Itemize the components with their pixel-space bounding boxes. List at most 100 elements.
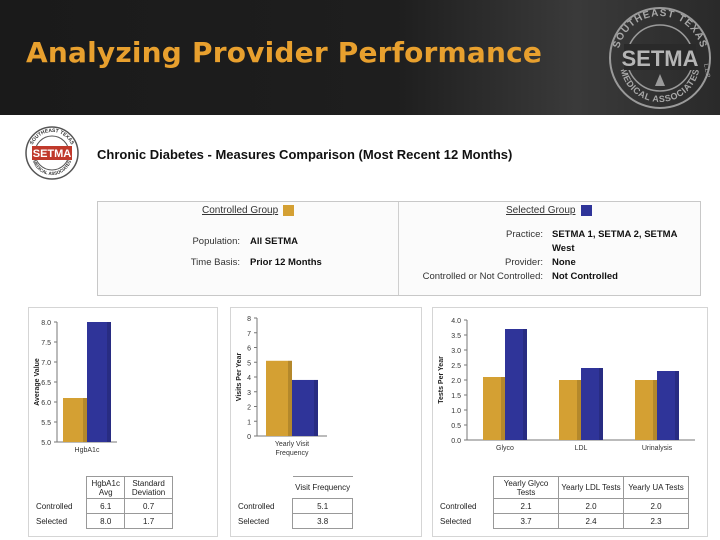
setma-logo-icon: SOUTHEAST TEXAS MEDICAL ASSOCIATES SETMA… bbox=[609, 7, 711, 109]
filter-divider bbox=[398, 202, 399, 295]
y-tick-label: 0 bbox=[247, 434, 251, 441]
bar-controlled-urinalysis bbox=[635, 380, 657, 440]
timebasis-value: Prior 12 Months bbox=[250, 257, 322, 268]
hgba1c-chart: 5.0 5.5 6.0 6.5 7.0 7.5 8.0 Average Value HgbA1c bbox=[34, 320, 117, 454]
t1-header-2: Standard Deviation bbox=[124, 476, 173, 499]
chart-panel-hgba1c: 5.0 5.5 6.0 6.5 7.0 7.5 8.0 Average Value HgbA1c… bbox=[28, 307, 218, 537]
y-tick-label: 2.5 bbox=[451, 363, 461, 370]
legend-controlled-label: Controlled Group bbox=[202, 205, 279, 216]
page-title: Analyzing Provider Performance bbox=[26, 36, 543, 69]
y-tick-label: 2.0 bbox=[451, 378, 461, 385]
cnc-value: Not Controlled bbox=[552, 271, 618, 282]
x-category-label: Glyco bbox=[496, 445, 514, 452]
y-tick-label: 3.5 bbox=[451, 333, 461, 340]
legend-controlled: Controlled Group bbox=[202, 205, 295, 216]
y-tick-label: 4.0 bbox=[451, 318, 461, 325]
x-category-label: Yearly Visit bbox=[275, 441, 309, 448]
table-row: Selected 3.8 bbox=[235, 513, 353, 529]
y-tick-label: 0.0 bbox=[451, 438, 461, 445]
bar-shade bbox=[577, 380, 581, 440]
y-tick-label: 1.5 bbox=[451, 393, 461, 400]
t1-header-1: HgbA1c Avg bbox=[86, 476, 126, 499]
legend-selected: Selected Group bbox=[506, 205, 592, 216]
bar-controlled-ldl bbox=[559, 380, 581, 440]
y-axis-label: Average Value bbox=[34, 358, 41, 406]
y-tick-label: 1.0 bbox=[451, 408, 461, 415]
y-tick-label: 4 bbox=[247, 375, 251, 382]
y-tick-label: 1 bbox=[247, 419, 251, 426]
svg-text:SOUTHEAST TEXAS: SOUTHEAST TEXAS bbox=[611, 8, 708, 50]
bar-selected-urinalysis bbox=[657, 371, 679, 440]
bar-shade bbox=[599, 368, 603, 440]
setma-small-logo-icon: SOUTHEAST TEXAS MEDICAL ASSOCIATES SETMA bbox=[25, 126, 79, 180]
visits-stats-table: Visit Frequency Controlled 5.1 Selected … bbox=[235, 476, 353, 529]
bar-controlled-yearly-visit-frequency bbox=[266, 360, 292, 436]
bar-selected-ldl bbox=[581, 368, 603, 440]
t3-header-1: Yearly Glyco Tests bbox=[493, 476, 560, 499]
table-row: Selected 8.0 1.7 bbox=[33, 513, 173, 529]
population-value: All SETMA bbox=[250, 236, 299, 247]
t3-header-3: Yearly UA Tests bbox=[623, 476, 689, 499]
x-category-label: LDL bbox=[575, 445, 588, 452]
y-tick-label: 2 bbox=[247, 405, 251, 412]
y-tick-label: 5.0 bbox=[41, 440, 51, 447]
y-tick-label: 8.0 bbox=[41, 320, 51, 327]
practice-value-1: SETMA 1, SETMA 2, SETMA bbox=[552, 229, 678, 240]
y-tick-label: 0.5 bbox=[451, 423, 461, 430]
logo-top-text: SOUTHEAST TEXAS bbox=[611, 8, 707, 50]
practice-value-2: West bbox=[552, 243, 575, 254]
table-row: Controlled 5.1 bbox=[235, 498, 353, 514]
controlled-swatch bbox=[283, 205, 295, 216]
table-row: Selected 3.7 2.4 2.3 bbox=[437, 513, 689, 529]
y-tick-label: 7 bbox=[247, 331, 251, 338]
x-category-label: HgbA1c bbox=[75, 447, 100, 454]
x-category-label: Urinalysis bbox=[642, 445, 673, 452]
bar-selected-glyco bbox=[505, 329, 527, 440]
bar-shade bbox=[653, 380, 657, 440]
y-tick-label: 5 bbox=[247, 360, 251, 367]
tests-stats-table: Yearly Glyco Tests Yearly LDL Tests Year… bbox=[437, 476, 689, 529]
bar-shade bbox=[501, 377, 505, 440]
table-row: Controlled 6.1 0.7 bbox=[33, 498, 173, 514]
visits-chart: 0 1 2 3 4 5 6 7 8 Visits Per Year Yearly Visit Freq… bbox=[236, 316, 327, 457]
bar-selected-hgba1c bbox=[87, 322, 111, 442]
y-axis-label: Tests Per Year bbox=[438, 356, 445, 404]
bar-shade bbox=[523, 329, 527, 440]
t3-header-2: Yearly LDL Tests bbox=[558, 476, 625, 499]
y-tick-label: 5.5 bbox=[41, 420, 51, 427]
y-tick-label: 6 bbox=[247, 346, 251, 353]
logo-mid-text: SETMA bbox=[622, 46, 699, 71]
selected-swatch bbox=[580, 205, 592, 216]
y-tick-label: 7.0 bbox=[41, 360, 51, 367]
y-tick-label: 8 bbox=[247, 316, 251, 323]
bar-shade bbox=[83, 398, 87, 442]
logo-suffix-text: L.L.P. bbox=[702, 63, 711, 79]
header-banner: Analyzing Provider Performance SOUTHEAST… bbox=[0, 0, 720, 115]
bar-shade bbox=[107, 322, 111, 442]
report-title: Chronic Diabetes - Measures Comparison (… bbox=[97, 147, 513, 162]
chart-panel-visits: 0 1 2 3 4 5 6 7 8 Visits Per Year Yearly Visit Freq… bbox=[230, 307, 422, 537]
bar-shade bbox=[675, 371, 679, 440]
y-axis-label: Visits Per Year bbox=[236, 353, 243, 402]
y-tick-label: 6.5 bbox=[41, 380, 51, 387]
population-label: Population: bbox=[192, 236, 240, 247]
t2-header-1: Visit Frequency bbox=[292, 476, 353, 499]
cnc-label: Controlled or Not Controlled: bbox=[422, 271, 543, 282]
timebasis-label: Time Basis: bbox=[190, 257, 240, 268]
provider-value: None bbox=[552, 257, 576, 268]
bar-controlled-glyco bbox=[483, 377, 505, 440]
filter-panel: Controlled Group Selected Group Populati… bbox=[97, 201, 701, 296]
tests-chart: 0.0 0.5 1.0 1.5 2.0 2.5 3.0 3.5 4.0 Tests Per Yea… bbox=[438, 318, 695, 452]
svg-text:SETMA: SETMA bbox=[33, 148, 72, 160]
table-row: Controlled 2.1 2.0 2.0 bbox=[437, 498, 689, 514]
chart-panel-tests: 0.0 0.5 1.0 1.5 2.0 2.5 3.0 3.5 4.0 Tests Per Yea… bbox=[432, 307, 708, 537]
practice-label: Practice: bbox=[506, 229, 543, 240]
bar-selected-yearly-visit-frequency bbox=[292, 379, 318, 436]
bar-shade bbox=[288, 360, 292, 436]
y-tick-label: 7.5 bbox=[41, 340, 51, 347]
provider-label: Provider: bbox=[504, 257, 543, 268]
bar-controlled-hgba1c bbox=[63, 398, 87, 442]
bar-shade bbox=[314, 379, 318, 436]
y-tick-label: 3.0 bbox=[451, 348, 461, 355]
y-tick-label: 6.0 bbox=[41, 400, 51, 407]
